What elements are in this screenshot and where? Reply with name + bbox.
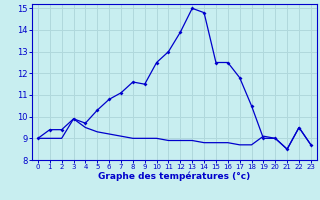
X-axis label: Graphe des températures (°c): Graphe des températures (°c) [98,172,251,181]
